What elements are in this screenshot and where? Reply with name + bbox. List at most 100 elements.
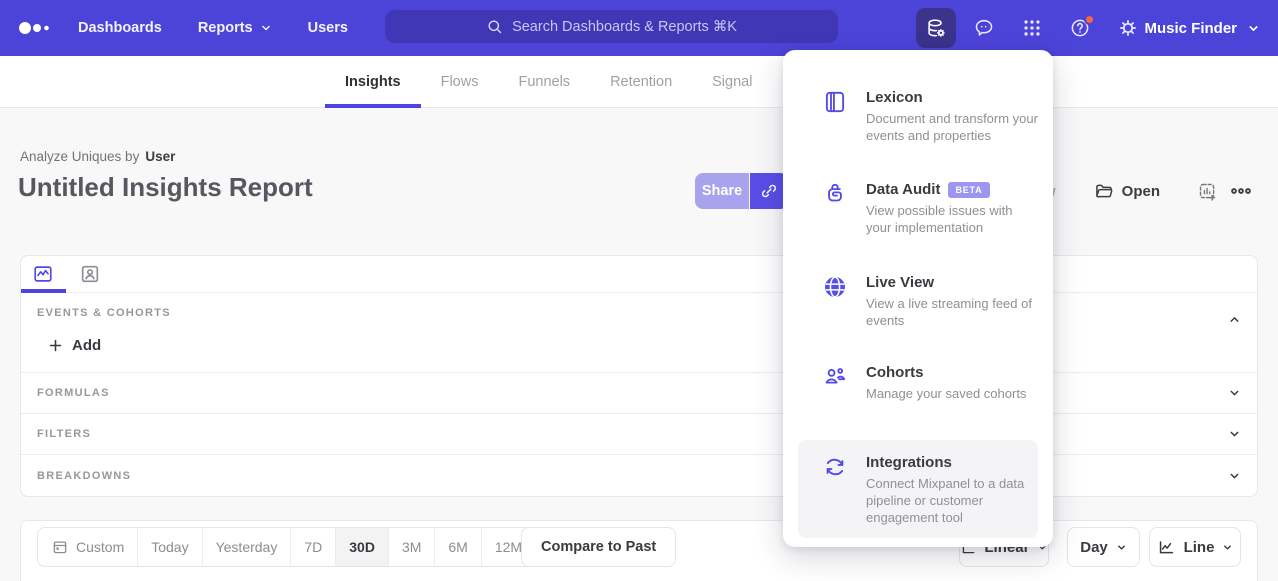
top-nav: Dashboards Reports Users Search Dashboar…: [0, 0, 1278, 56]
tab-label: Signal: [712, 74, 753, 90]
date-range-picker: Custom Today Yesterday 7D 30D 3M 6M 12M: [37, 527, 537, 567]
tab-profiles-view[interactable]: [79, 263, 101, 285]
breadcrumb-prefix: Analyze Uniques by: [20, 149, 140, 164]
open-report-button[interactable]: Open: [1088, 173, 1166, 209]
chevron-down-icon: [1230, 390, 1239, 396]
section-label: BREAKDOWNS: [37, 469, 132, 482]
tab-events-view[interactable]: [32, 263, 54, 285]
expand-section-button[interactable]: [1228, 469, 1241, 482]
nav-item-dashboards[interactable]: Dashboards: [78, 20, 162, 36]
expand-section-button[interactable]: [1228, 387, 1241, 400]
more-options-button[interactable]: [1224, 173, 1258, 209]
chevron-down-icon: [1224, 544, 1232, 550]
chart-type-select[interactable]: Line: [1149, 527, 1241, 567]
range-label: Today: [151, 539, 189, 555]
section-label: EVENTS & COHORTS: [37, 307, 171, 319]
compare-label: Compare to Past: [541, 539, 657, 555]
folder-icon: [1095, 184, 1113, 198]
tab-label: Insights: [345, 74, 401, 90]
chevron-down-icon: [1230, 473, 1239, 478]
live-view-globe-icon: [825, 276, 845, 298]
help-button[interactable]: [1060, 8, 1100, 48]
apps-grid-button[interactable]: [1012, 8, 1052, 48]
add-to-board-icon: [1199, 183, 1215, 201]
range-label: 7D: [304, 539, 323, 555]
menu-item-title: Live View: [866, 274, 935, 291]
tab-signal[interactable]: Signal: [692, 56, 772, 108]
nav-icon-buttons: [916, 8, 1148, 48]
project-name: Music Finder: [1144, 19, 1237, 37]
nav-item-reports[interactable]: Reports: [198, 20, 272, 36]
range-30d[interactable]: 30D: [335, 528, 388, 566]
chevron-down-icon: [1230, 431, 1239, 437]
lexicon-book-icon: [825, 91, 845, 113]
tab-insights[interactable]: Insights: [325, 56, 421, 108]
insights-chart-icon: [34, 266, 52, 282]
menu-item-description: Manage your saved cohorts: [866, 386, 1027, 401]
question-mark-icon: [1071, 19, 1089, 37]
menu-item-description: Connect Mixpanel to a data pipeline or c…: [866, 476, 1025, 526]
breadcrumb-value[interactable]: User: [145, 149, 176, 164]
range-label: 3M: [401, 539, 422, 555]
range-12m[interactable]: 12M: [480, 528, 535, 566]
tab-funnels[interactable]: Funnels: [498, 56, 590, 108]
range-7d[interactable]: 7D: [290, 528, 335, 566]
tab-label: Flows: [440, 74, 479, 90]
integrations-sync-icon: [826, 458, 844, 476]
range-today[interactable]: Today: [137, 528, 201, 566]
page-title[interactable]: Untitled Insights Report: [18, 172, 313, 202]
feedback-button[interactable]: [964, 8, 1004, 48]
tab-label: Funnels: [518, 74, 571, 90]
section-label: FORMULAS: [37, 387, 110, 399]
cohorts-users-icon: [825, 368, 846, 384]
collapse-section-button[interactable]: [1228, 313, 1241, 326]
search-input[interactable]: Search Dashboards & Reports ⌘K: [385, 10, 838, 43]
mixpanel-logo-icon[interactable]: [18, 14, 62, 42]
nav-item-label: Users: [307, 20, 348, 36]
link-icon: [761, 184, 777, 198]
plus-icon: [49, 339, 62, 352]
range-3m[interactable]: 3M: [387, 528, 434, 566]
interval-select[interactable]: Day: [1067, 527, 1140, 567]
compare-to-past-button[interactable]: Compare to Past: [521, 527, 677, 567]
share-button[interactable]: Share: [695, 173, 749, 209]
copy-link-button[interactable]: [750, 173, 788, 209]
query-builder-card: EVENTS & COHORTS Add FORMULAS FILTERS BR…: [20, 255, 1258, 497]
chat-bubble-icon: [975, 19, 993, 36]
menu-item-title: Lexicon: [866, 89, 923, 106]
database-gear-icon: [928, 19, 945, 37]
menu-item-title: Integrations: [866, 454, 952, 471]
range-6m[interactable]: 6M: [434, 528, 480, 566]
range-custom[interactable]: Custom: [38, 528, 137, 566]
range-label: 12M: [494, 539, 523, 555]
tab-flows[interactable]: Flows: [421, 56, 499, 108]
report-tabs: Insights Flows Funnels Retention Signal …: [325, 56, 856, 108]
data-audit-lock-icon: [828, 183, 842, 202]
interval-label: Day: [1080, 538, 1108, 556]
range-label: Custom: [76, 539, 125, 555]
data-management-button[interactable]: [916, 8, 956, 48]
add-event-button[interactable]: Add: [47, 337, 101, 354]
project-switcher[interactable]: Music Finder: [1144, 0, 1260, 56]
menu-item-title: Data Audit: [866, 181, 941, 198]
range-label: 30D: [349, 539, 375, 555]
beta-badge: BETA: [948, 181, 990, 198]
add-to-board-button[interactable]: [1190, 173, 1224, 209]
tab-retention[interactable]: Retention: [590, 56, 692, 108]
section-formulas: FORMULAS: [21, 373, 1257, 414]
range-yesterday[interactable]: Yesterday: [201, 528, 291, 566]
section-label: FILTERS: [37, 428, 92, 440]
settings-button[interactable]: [1108, 8, 1148, 48]
notification-dot: [1084, 14, 1095, 25]
calendar-icon: [53, 541, 67, 554]
breadcrumb: Analyze Uniques by User: [20, 149, 175, 164]
search-icon: [488, 20, 502, 34]
range-label: 6M: [448, 539, 468, 555]
data-management-menu: Lexicon Document and transform your even…: [783, 50, 1053, 547]
menu-item-description: Document and transform your events and p…: [866, 111, 1038, 144]
expand-section-button[interactable]: [1228, 428, 1241, 441]
search-placeholder: Search Dashboards & Reports ⌘K: [512, 18, 737, 35]
nav-item-users[interactable]: Users: [308, 20, 348, 36]
menu-item-description: View a live streaming feed of events: [866, 296, 1032, 329]
